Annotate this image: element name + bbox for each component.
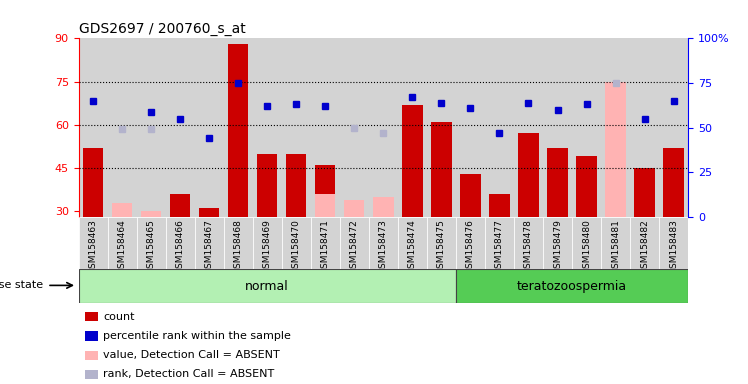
Text: GSM158483: GSM158483	[669, 220, 678, 275]
Bar	[112, 203, 132, 217]
Bar	[659, 217, 688, 269]
Bar	[257, 154, 278, 217]
Bar	[228, 44, 248, 217]
Bar	[315, 165, 335, 217]
Bar	[137, 217, 165, 269]
Text: value, Detection Call = ABSENT: value, Detection Call = ABSENT	[103, 350, 280, 360]
Bar	[165, 217, 194, 269]
Bar	[572, 217, 601, 269]
Bar	[543, 217, 572, 269]
Text: GDS2697 / 200760_s_at: GDS2697 / 200760_s_at	[79, 22, 245, 36]
Bar	[601, 217, 630, 269]
Bar	[79, 217, 108, 269]
Bar	[577, 157, 597, 217]
Text: GSM158482: GSM158482	[640, 220, 649, 274]
Bar	[141, 211, 162, 217]
Text: percentile rank within the sample: percentile rank within the sample	[103, 331, 291, 341]
Text: disease state: disease state	[0, 280, 43, 290]
Bar	[170, 194, 190, 217]
Bar	[194, 217, 224, 269]
Bar	[634, 168, 654, 217]
Bar	[344, 200, 364, 217]
Text: GSM158476: GSM158476	[466, 220, 475, 275]
Text: count: count	[103, 312, 135, 322]
Text: GSM158468: GSM158468	[233, 220, 242, 275]
Text: GSM158472: GSM158472	[350, 220, 359, 274]
Bar	[79, 269, 456, 303]
Text: GSM158469: GSM158469	[263, 220, 272, 275]
Text: GSM158470: GSM158470	[292, 220, 301, 275]
Bar	[518, 134, 539, 217]
Text: rank, Detection Call = ABSENT: rank, Detection Call = ABSENT	[103, 369, 275, 379]
Bar	[402, 104, 423, 217]
Text: teratozoospermia: teratozoospermia	[517, 280, 627, 293]
Bar	[224, 217, 253, 269]
Bar	[315, 194, 335, 217]
Bar	[310, 217, 340, 269]
Bar	[630, 217, 659, 269]
Bar	[373, 197, 393, 217]
Bar	[369, 217, 398, 269]
Bar	[605, 82, 626, 217]
Text: GSM158471: GSM158471	[321, 220, 330, 275]
Bar	[663, 148, 684, 217]
Bar	[108, 217, 137, 269]
Text: GSM158473: GSM158473	[378, 220, 388, 275]
Text: GSM158479: GSM158479	[553, 220, 562, 275]
Bar	[282, 217, 310, 269]
Bar	[340, 217, 369, 269]
Bar	[199, 209, 219, 217]
Bar	[548, 148, 568, 217]
Bar	[85, 370, 98, 379]
Bar	[253, 217, 282, 269]
Bar	[514, 217, 543, 269]
Bar	[141, 211, 162, 217]
Bar	[427, 217, 456, 269]
Text: GSM158474: GSM158474	[408, 220, 417, 274]
Text: GSM158466: GSM158466	[176, 220, 185, 275]
Bar	[489, 194, 509, 217]
Text: GSM158477: GSM158477	[495, 220, 504, 275]
Bar	[456, 269, 688, 303]
Text: GSM158480: GSM158480	[582, 220, 591, 275]
Bar	[85, 331, 98, 341]
Bar	[456, 217, 485, 269]
Text: normal: normal	[245, 280, 289, 293]
Bar	[85, 312, 98, 321]
Text: GSM158481: GSM158481	[611, 220, 620, 275]
Text: GSM158467: GSM158467	[205, 220, 214, 275]
Bar	[398, 217, 427, 269]
Text: GSM158463: GSM158463	[88, 220, 97, 275]
Text: GSM158465: GSM158465	[147, 220, 156, 275]
Bar	[485, 217, 514, 269]
Bar	[83, 148, 103, 217]
Bar	[432, 122, 452, 217]
Text: GSM158464: GSM158464	[117, 220, 126, 274]
Text: GSM158478: GSM158478	[524, 220, 533, 275]
Text: GSM158475: GSM158475	[437, 220, 446, 275]
Bar	[460, 174, 481, 217]
Bar	[85, 351, 98, 360]
Bar	[286, 154, 307, 217]
